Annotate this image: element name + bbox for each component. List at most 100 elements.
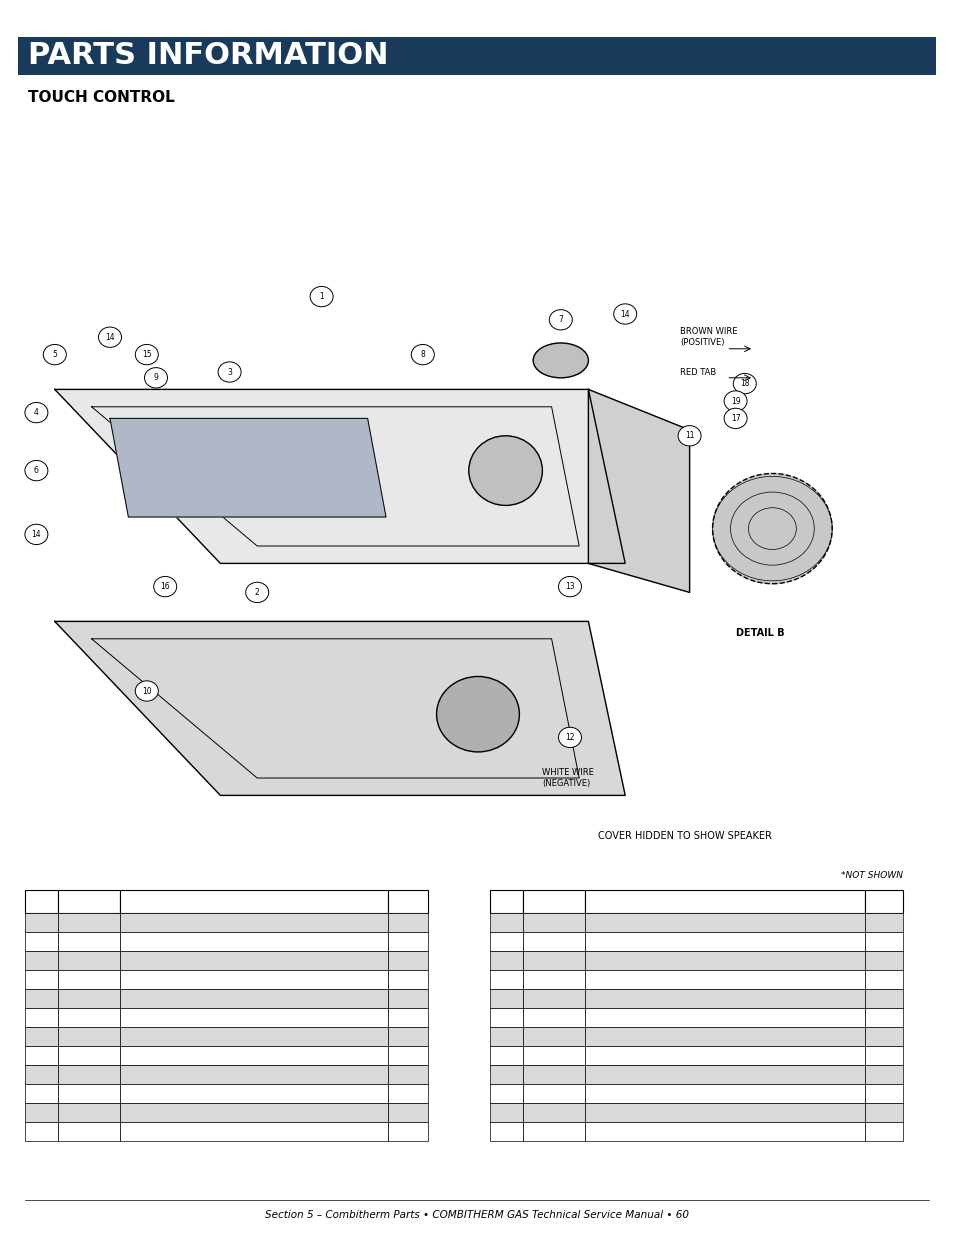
Ellipse shape [98,327,121,347]
Text: 1: 1 [405,974,411,984]
Text: 4: 4 [34,408,39,417]
Text: Fan, Cooling, 230V: Fan, Cooling, 230V [123,1126,203,1136]
Polygon shape [110,419,386,517]
Text: Cable, ON/OFF Board, Touch Screen: Cable, ON/OFF Board, Touch Screen [123,1070,276,1079]
Text: 5: 5 [39,994,44,1003]
Text: 5012792: 5012792 [525,918,564,926]
Text: WS-22300: WS-22300 [525,1070,570,1079]
Text: BU-25094: BU-25094 [61,1013,104,1021]
Text: 1: 1 [405,1108,411,1116]
Text: 7: 7 [39,1031,44,1041]
Text: 12: 12 [500,918,512,926]
Text: Part: Part [525,897,547,906]
Text: 17: 17 [500,1031,512,1041]
Polygon shape [54,389,624,563]
Text: FA-34919: FA-34919 [61,1126,101,1136]
Text: 10: 10 [36,1089,47,1098]
Text: 2: 2 [881,1126,886,1136]
Text: GS-23622: GS-23622 [525,956,568,965]
Text: 1: 1 [405,1126,411,1136]
Text: 2: 2 [254,588,259,597]
Ellipse shape [533,343,588,378]
Text: 8: 8 [420,350,425,359]
Text: 19: 19 [730,396,740,405]
Text: 1: 1 [405,1070,411,1079]
Text: 1: 1 [39,918,44,926]
Text: 9: 9 [39,1070,44,1079]
Text: 1011341: 1011341 [61,918,99,926]
Ellipse shape [310,287,333,306]
Ellipse shape [558,577,581,597]
Text: 11: 11 [36,1108,47,1116]
Text: 18: 18 [500,1051,512,1060]
Text: Touch Screen Display & Board: Touch Screen Display & Board [123,956,252,965]
Text: 19: 19 [500,1070,512,1079]
Text: 15: 15 [142,350,152,359]
Text: BA-34778: BA-34778 [61,994,103,1003]
Text: Washer, Split Lock M4: Washer, Split Lock M4 [587,1070,682,1079]
Text: 10: 10 [142,687,152,695]
Ellipse shape [723,409,746,429]
Ellipse shape [678,426,700,446]
Text: 1: 1 [405,918,411,926]
Text: SC-29276: SC-29276 [525,1031,567,1041]
Ellipse shape [733,373,756,394]
Text: 1: 1 [405,956,411,965]
Text: *NOT SHOWN: *NOT SHOWN [841,872,902,881]
Ellipse shape [25,403,48,422]
Text: 11: 11 [684,431,694,441]
Text: 5010481: 5010481 [61,937,99,946]
Text: CB-34914: CB-34914 [61,1051,103,1060]
Ellipse shape [558,727,581,747]
Text: 2: 2 [881,1031,886,1041]
Text: Buzzer, Speaker, Rated 8 Ohm: Buzzer, Speaker, Rated 8 Ohm [123,1031,255,1041]
Ellipse shape [411,345,434,364]
Text: 22*: 22* [498,1126,514,1136]
Text: Board, Alto-Shaam Name: Board, Alto-Shaam Name [123,974,232,984]
Text: CombiTouch Screen Control Assembly, 240V: CombiTouch Screen Control Assembly, 240V [587,937,778,946]
Text: 5010482: 5010482 [61,956,99,965]
Text: 15: 15 [500,994,512,1003]
Text: 4: 4 [39,974,44,984]
Text: PE-29004: PE-29004 [525,1013,566,1021]
Text: SL-34493: SL-34493 [525,1108,566,1116]
Ellipse shape [153,577,176,597]
Text: 8: 8 [39,1051,44,1060]
Text: 6: 6 [881,974,886,984]
Ellipse shape [468,436,542,505]
Text: 6: 6 [39,1013,44,1021]
Text: BZ-34675: BZ-34675 [61,1031,103,1041]
Text: Panel Overlay, Touch Screen: Panel Overlay, Touch Screen [587,1013,709,1021]
Text: 1: 1 [405,1031,411,1041]
Text: 1: 1 [405,1051,411,1060]
Text: 20*: 20* [498,1089,514,1098]
Text: 2: 2 [39,937,44,946]
Text: 1: 1 [881,956,886,965]
Text: TOUCH CONTROL: TOUCH CONTROL [28,89,174,105]
Text: Qty.: Qty. [873,897,893,906]
Text: 17: 17 [730,414,740,422]
Text: NU-27851: NU-27851 [525,994,569,1003]
Ellipse shape [135,345,158,364]
Polygon shape [54,621,624,795]
Text: WHITE WIRE
(NEGATIVE): WHITE WIRE (NEGATIVE) [542,768,594,788]
Text: Item: Item [495,897,517,906]
Text: Cable, Speaker Board, Touch Screen: Cable, Speaker Board, Touch Screen [123,1051,278,1060]
Ellipse shape [549,310,572,330]
Text: 13: 13 [500,956,512,965]
Text: CP-25405: CP-25405 [61,1089,102,1098]
Text: 18: 18 [740,379,749,388]
Text: 1: 1 [881,1013,886,1021]
Text: 3: 3 [39,956,44,965]
Text: 6: 6 [34,466,39,475]
Text: 13: 13 [564,582,575,592]
Text: 5: 5 [52,350,57,359]
Text: 9: 9 [153,373,158,383]
Text: 1: 1 [881,1089,886,1098]
Text: 1: 1 [319,293,324,301]
Text: Fan, Cooling, 115V: Fan, Cooling, 115V [123,1108,203,1116]
Text: Qty.: Qty. [397,897,417,906]
Text: Section 5 – Combitherm Parts • COMBITHERM GAS Technical Service Manual • 60: Section 5 – Combitherm Parts • COMBITHER… [265,1210,688,1220]
Text: CB-34033: CB-34033 [525,1089,568,1098]
Text: Sleeve, for Communication Ribbon Cable: Sleeve, for Communication Ribbon Cable [587,1108,764,1116]
